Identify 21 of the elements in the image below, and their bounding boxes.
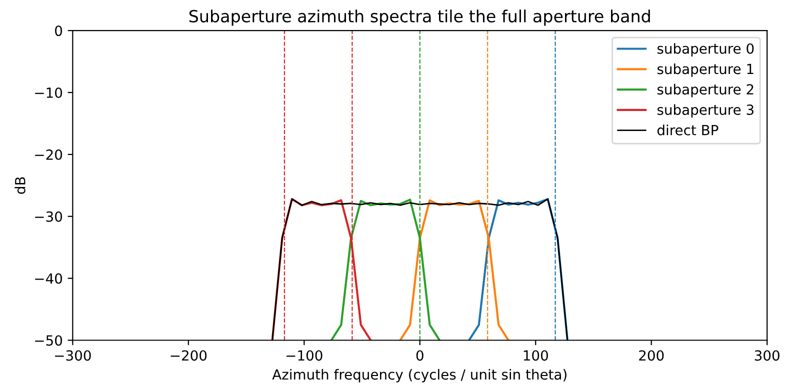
y-tick-label: −20 — [35, 149, 62, 160]
x-tick-label: 200 — [639, 350, 664, 361]
y-tick-label: −30 — [35, 211, 62, 222]
legend-label: subaperture 0 — [657, 43, 754, 57]
x-tick-label: 300 — [754, 350, 780, 361]
legend-label: subaperture 1 — [657, 63, 754, 77]
legend-label: direct BP — [657, 124, 718, 136]
x-tick-label: −300 — [55, 350, 91, 361]
y-tick-label: −50 — [35, 335, 62, 346]
x-tick-label: −100 — [286, 350, 322, 361]
chart-title: Subaperture azimuth spectra tile the full aperture band — [189, 10, 650, 26]
x-axis-title: Azimuth frequency (cycles / unit sin theta) — [272, 368, 566, 382]
y-tick-label: 0 — [55, 26, 62, 36]
legend-label: subaperture 2 — [657, 84, 754, 98]
y-tick-label: −10 — [35, 87, 62, 98]
y-axis-title: dB — [14, 177, 26, 194]
x-tick-label: 0 — [416, 350, 424, 361]
legend-label: subaperture 3 — [657, 104, 754, 118]
x-tick-label: 100 — [524, 350, 548, 361]
x-tick-label: −200 — [170, 350, 207, 361]
y-tick-label: −40 — [35, 273, 62, 284]
